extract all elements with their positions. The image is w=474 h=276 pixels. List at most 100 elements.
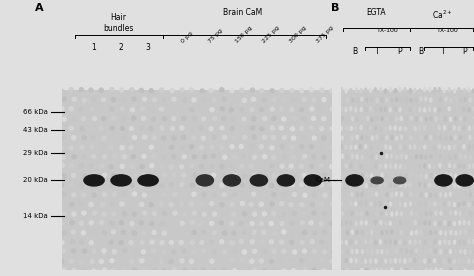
Circle shape [445,250,447,254]
Circle shape [360,184,362,187]
Circle shape [163,173,166,177]
Circle shape [322,269,326,273]
Circle shape [61,135,65,139]
Circle shape [425,117,427,121]
Circle shape [219,184,224,187]
Circle shape [360,240,362,245]
Circle shape [380,260,382,264]
Circle shape [180,221,184,225]
Circle shape [361,135,363,139]
Circle shape [250,88,255,92]
Circle shape [270,126,274,130]
Circle shape [356,135,358,139]
Circle shape [465,269,466,273]
Circle shape [142,193,146,197]
Circle shape [424,88,426,92]
Text: 20 kDa: 20 kDa [23,177,48,183]
Circle shape [222,97,227,101]
Circle shape [419,221,420,225]
Circle shape [201,249,206,253]
Circle shape [283,174,287,177]
Circle shape [292,250,297,254]
Circle shape [394,89,396,93]
Circle shape [63,231,66,235]
Circle shape [410,174,412,177]
Circle shape [445,97,447,101]
Circle shape [231,212,236,216]
Circle shape [233,249,237,253]
Circle shape [180,165,183,169]
Circle shape [405,212,407,216]
Circle shape [312,174,316,177]
Circle shape [239,145,243,149]
Circle shape [280,240,284,244]
Ellipse shape [371,177,383,184]
Circle shape [172,155,176,159]
Circle shape [468,259,470,263]
Circle shape [419,126,420,131]
Circle shape [259,202,263,206]
Circle shape [394,164,397,168]
Circle shape [119,183,123,187]
Circle shape [360,259,362,264]
Circle shape [366,212,368,216]
Circle shape [292,269,296,273]
Circle shape [212,135,216,139]
Circle shape [401,268,402,272]
Circle shape [289,203,293,207]
Circle shape [450,136,452,140]
Ellipse shape [138,175,158,186]
Circle shape [366,116,368,120]
Circle shape [312,155,316,158]
Circle shape [69,88,73,92]
Circle shape [404,146,406,150]
Circle shape [190,145,193,149]
Circle shape [120,258,124,262]
Circle shape [430,212,432,216]
Circle shape [394,107,396,111]
Circle shape [375,117,378,121]
Circle shape [310,183,313,187]
Circle shape [172,174,176,178]
Circle shape [302,249,307,253]
Circle shape [384,202,386,206]
Circle shape [395,174,397,178]
Circle shape [331,174,336,178]
Circle shape [396,250,398,253]
Circle shape [425,250,427,254]
Circle shape [172,136,176,140]
Circle shape [212,231,216,235]
Circle shape [420,97,422,101]
Circle shape [62,212,66,216]
Circle shape [410,202,411,206]
Circle shape [371,250,373,254]
Circle shape [122,212,127,216]
Circle shape [302,211,306,215]
Circle shape [346,211,348,215]
Circle shape [434,259,436,263]
Circle shape [92,173,96,177]
Circle shape [70,221,74,225]
Circle shape [113,192,117,196]
Circle shape [72,269,76,273]
Circle shape [160,241,164,245]
Circle shape [319,183,324,187]
Circle shape [223,155,227,159]
Circle shape [212,250,217,254]
Circle shape [219,240,224,244]
Circle shape [119,88,123,92]
Circle shape [390,88,392,92]
Circle shape [222,117,226,121]
Circle shape [454,108,456,112]
Circle shape [351,136,353,140]
Circle shape [312,98,316,102]
Circle shape [399,127,401,131]
Text: EGTA: EGTA [366,8,386,17]
Circle shape [119,241,123,245]
Circle shape [410,211,412,215]
Circle shape [270,184,273,188]
Circle shape [170,126,174,131]
Circle shape [169,203,173,206]
Circle shape [319,164,323,168]
Circle shape [420,230,422,235]
